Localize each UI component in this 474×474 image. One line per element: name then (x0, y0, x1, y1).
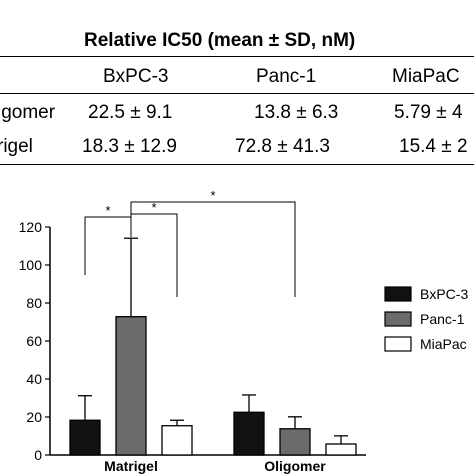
significance-star: * (210, 188, 215, 203)
ic50-table: Relative IC50 (mean ± SD, nM) BxPC-3 Pan… (0, 0, 474, 165)
y-tick-label: 60 (26, 333, 42, 349)
table-header-panc1: Panc-1 (256, 66, 317, 87)
table-rule-mid (0, 93, 474, 94)
y-tick-label: 80 (26, 295, 42, 311)
bar (279, 428, 311, 456)
table-cell: 13.8 ± 6.3 (254, 102, 339, 123)
legend-swatch (384, 336, 412, 352)
table-cell: 18.3 ± 12.9 (82, 136, 177, 157)
significance-star: * (151, 200, 156, 215)
legend-swatch (384, 311, 412, 327)
legend-label: MiaPac (420, 336, 467, 352)
legend-label: BxPC-3 (420, 286, 468, 302)
y-tick-label: 100 (19, 257, 43, 273)
table-row-label: rigel (0, 136, 33, 157)
table-rule-bottom (0, 164, 474, 165)
bar (233, 411, 265, 456)
legend-label: Panc-1 (420, 311, 465, 327)
bar (115, 316, 147, 456)
table-header-miapaca: MiaPaC (392, 66, 460, 87)
y-tick-label: 40 (26, 371, 42, 387)
bar (325, 443, 357, 456)
table-rule-top (0, 56, 474, 57)
significance-bracket (84, 216, 132, 275)
x-tick-label: Matrigel (104, 458, 158, 474)
table-title: Relative IC50 (mean ± SD, nM) (84, 30, 356, 51)
table-cell: 5.79 ± 4 (394, 102, 463, 123)
significance-star: * (105, 203, 110, 218)
significance-bracket (130, 201, 296, 297)
table-cell: 72.8 ± 41.3 (235, 136, 330, 157)
y-tick-label: 120 (19, 219, 43, 235)
significance-bracket (130, 213, 178, 297)
table-cell: 15.4 ± 2 (399, 136, 468, 157)
table-cell: 22.5 ± 9.1 (88, 102, 173, 123)
x-tick-label: Oligomer (264, 458, 326, 474)
y-tick-label: 0 (34, 447, 42, 463)
table-row-label: igomer (0, 102, 56, 123)
bar (69, 419, 101, 456)
y-tick-label: 20 (26, 409, 42, 425)
bar (161, 425, 193, 456)
table-header-bxpc3: BxPC-3 (103, 66, 169, 87)
legend-swatch (384, 286, 412, 302)
